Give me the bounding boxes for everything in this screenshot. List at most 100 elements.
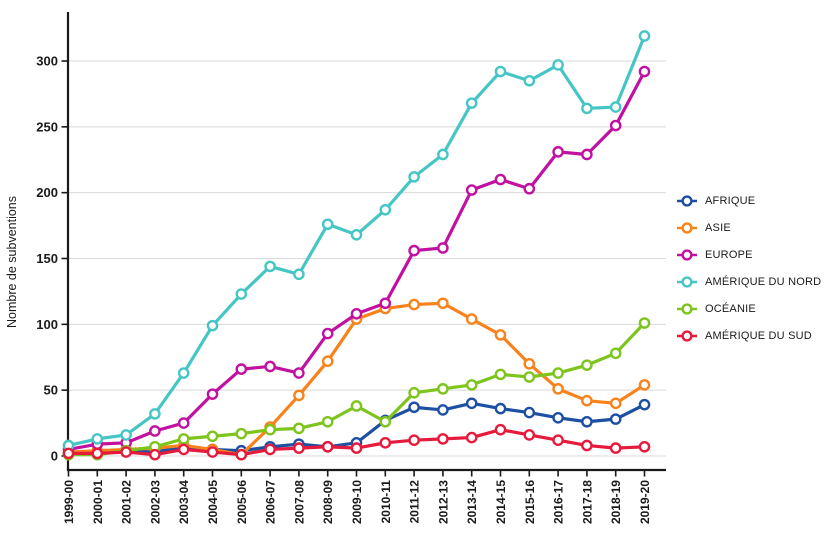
data-point-amerique-du-nord-2012-13 — [437, 148, 449, 161]
legend-circle — [681, 302, 693, 315]
legend-label-afrique: AFRIQUE — [705, 194, 756, 207]
data-point-europe-2017-18 — [581, 148, 593, 161]
data-point-europe-2009-10 — [350, 307, 363, 320]
data-point-oceanie-2007-08 — [293, 422, 305, 435]
x-tick-label: 2018-19 — [609, 480, 623, 524]
x-tick-label: 2010-11 — [379, 480, 393, 524]
legend-item-amerique-du-sud: AMÉRIQUE DU SUD — [676, 322, 821, 349]
data-point-oceanie-2017-18 — [581, 359, 593, 371]
data-point-amerique-du-sud-2005-06 — [235, 448, 248, 461]
data-point-amerique-du-nord-2003-04 — [177, 367, 190, 379]
legend: AFRIQUE ASIE EUROPE AMÉRIQUE DU NORD OCÉANIE… — [676, 187, 821, 349]
data-point-amerique-du-sud-1999-00 — [62, 447, 75, 460]
x-tick-label: 2006-07 — [264, 480, 278, 524]
x-tick-label: 2001-02 — [120, 480, 134, 524]
x-tick-label: 2011-12 — [408, 480, 422, 524]
y-tick-label: 200 — [36, 185, 58, 200]
y-tick-label: 0 — [51, 449, 58, 464]
data-point-amerique-du-nord-2004-05 — [206, 319, 219, 332]
data-point-oceanie-2015-16 — [523, 371, 536, 383]
x-tick-label: 2013-14 — [465, 480, 479, 524]
data-point-europe-2002-03 — [149, 425, 161, 437]
data-point-amerique-du-nord-2008-09 — [321, 218, 334, 231]
data-point-europe-2019-20 — [638, 65, 651, 78]
legend-label-amerique-du-nord: AMÉRIQUE DU NORD — [705, 275, 822, 288]
data-point-europe-2005-06 — [235, 363, 248, 375]
legend-item-afrique: AFRIQUE — [676, 187, 821, 214]
data-point-amerique-du-sud-2006-07 — [264, 443, 276, 456]
data-point-asie-2015-16 — [523, 358, 536, 370]
y-tick-label: 250 — [36, 119, 58, 134]
data-point-asie-2019-20 — [638, 379, 651, 391]
data-point-oceanie-2009-10 — [350, 400, 363, 412]
legend-marker-oceanie-icon — [677, 302, 697, 315]
data-point-afrique-2011-12 — [408, 401, 420, 414]
data-point-amerique-du-sud-2010-11 — [379, 437, 392, 449]
data-point-oceanie-2004-05 — [206, 430, 219, 443]
data-point-afrique-2017-18 — [581, 415, 593, 428]
x-tick-label: 2000-01 — [91, 480, 105, 524]
data-point-oceanie-2011-12 — [408, 386, 420, 399]
data-point-amerique-du-sud-2018-19 — [609, 442, 622, 454]
x-tick-label: 2009-10 — [350, 480, 364, 524]
data-point-amerique-du-sud-2014-15 — [494, 423, 507, 436]
data-point-europe-2010-11 — [379, 297, 392, 310]
data-point-amerique-du-sud-2013-14 — [465, 431, 478, 444]
data-point-amerique-du-nord-2016-17 — [552, 59, 564, 71]
legend-circle — [681, 248, 693, 261]
data-point-oceanie-2010-11 — [379, 415, 392, 428]
data-point-amerique-du-nord-2009-10 — [350, 228, 363, 241]
data-point-asie-2008-09 — [321, 355, 334, 368]
data-point-europe-2015-16 — [523, 182, 536, 195]
data-point-amerique-du-sud-2004-05 — [206, 446, 219, 458]
data-point-amerique-du-nord-2002-03 — [149, 408, 161, 420]
data-point-oceanie-2013-14 — [465, 379, 478, 391]
data-point-oceanie-2008-09 — [321, 415, 334, 428]
data-point-amerique-du-sud-2008-09 — [321, 440, 334, 453]
data-point-afrique-2018-19 — [609, 413, 622, 425]
legend-marker-amerique-du-sud-icon — [677, 329, 697, 342]
data-point-amerique-du-sud-2000-01 — [91, 447, 104, 460]
data-point-afrique-2012-13 — [437, 404, 449, 416]
data-point-oceanie-2012-13 — [437, 383, 449, 395]
data-point-europe-2014-15 — [494, 173, 507, 186]
data-point-europe-2006-07 — [264, 360, 276, 373]
data-point-amerique-du-sud-2019-20 — [638, 440, 651, 453]
legend-marker-afrique-icon — [677, 194, 697, 207]
data-point-amerique-du-sud-2017-18 — [581, 439, 593, 452]
x-tick-label: 2015-16 — [523, 480, 537, 524]
data-point-oceanie-2003-04 — [177, 433, 190, 445]
data-point-amerique-du-nord-2014-15 — [494, 65, 507, 78]
data-point-amerique-du-nord-2017-18 — [581, 102, 593, 115]
data-point-asie-2016-17 — [552, 383, 564, 395]
data-point-amerique-du-nord-2015-16 — [523, 74, 536, 87]
x-tick-label: 2004-05 — [206, 480, 220, 524]
legend-circle — [681, 329, 693, 342]
data-point-asie-2014-15 — [494, 329, 507, 341]
data-point-amerique-du-nord-2011-12 — [408, 171, 420, 183]
legend-label-oceanie: OCÉANIE — [705, 302, 756, 315]
data-point-amerique-du-nord-2007-08 — [293, 268, 305, 281]
data-point-asie-2012-13 — [437, 297, 449, 310]
data-point-afrique-2019-20 — [638, 398, 651, 411]
data-point-amerique-du-nord-2000-01 — [91, 433, 104, 445]
legend-item-asie: ASIE — [676, 214, 821, 241]
legend-label-europe: EUROPE — [705, 248, 753, 261]
data-point-oceanie-2006-07 — [264, 423, 276, 436]
data-point-europe-2011-12 — [408, 244, 420, 257]
legend-label-asie: ASIE — [705, 221, 731, 234]
data-point-europe-2004-05 — [206, 388, 219, 400]
data-point-amerique-du-sud-2003-04 — [177, 443, 190, 456]
y-tick-label: 100 — [36, 317, 58, 332]
data-point-amerique-du-nord-2006-07 — [264, 260, 276, 273]
data-point-amerique-du-sud-2015-16 — [523, 429, 536, 441]
y-tick-label: 300 — [36, 54, 58, 69]
y-axis-title: Nombre de subventions — [5, 196, 19, 328]
x-tick-label: 1999-00 — [62, 480, 76, 524]
data-point-oceanie-2016-17 — [552, 367, 564, 379]
data-point-amerique-du-sud-2002-03 — [149, 448, 161, 461]
data-point-amerique-du-nord-2005-06 — [235, 288, 248, 300]
x-tick-label: 2003-04 — [177, 480, 191, 524]
data-point-amerique-du-nord-2013-14 — [465, 97, 478, 109]
